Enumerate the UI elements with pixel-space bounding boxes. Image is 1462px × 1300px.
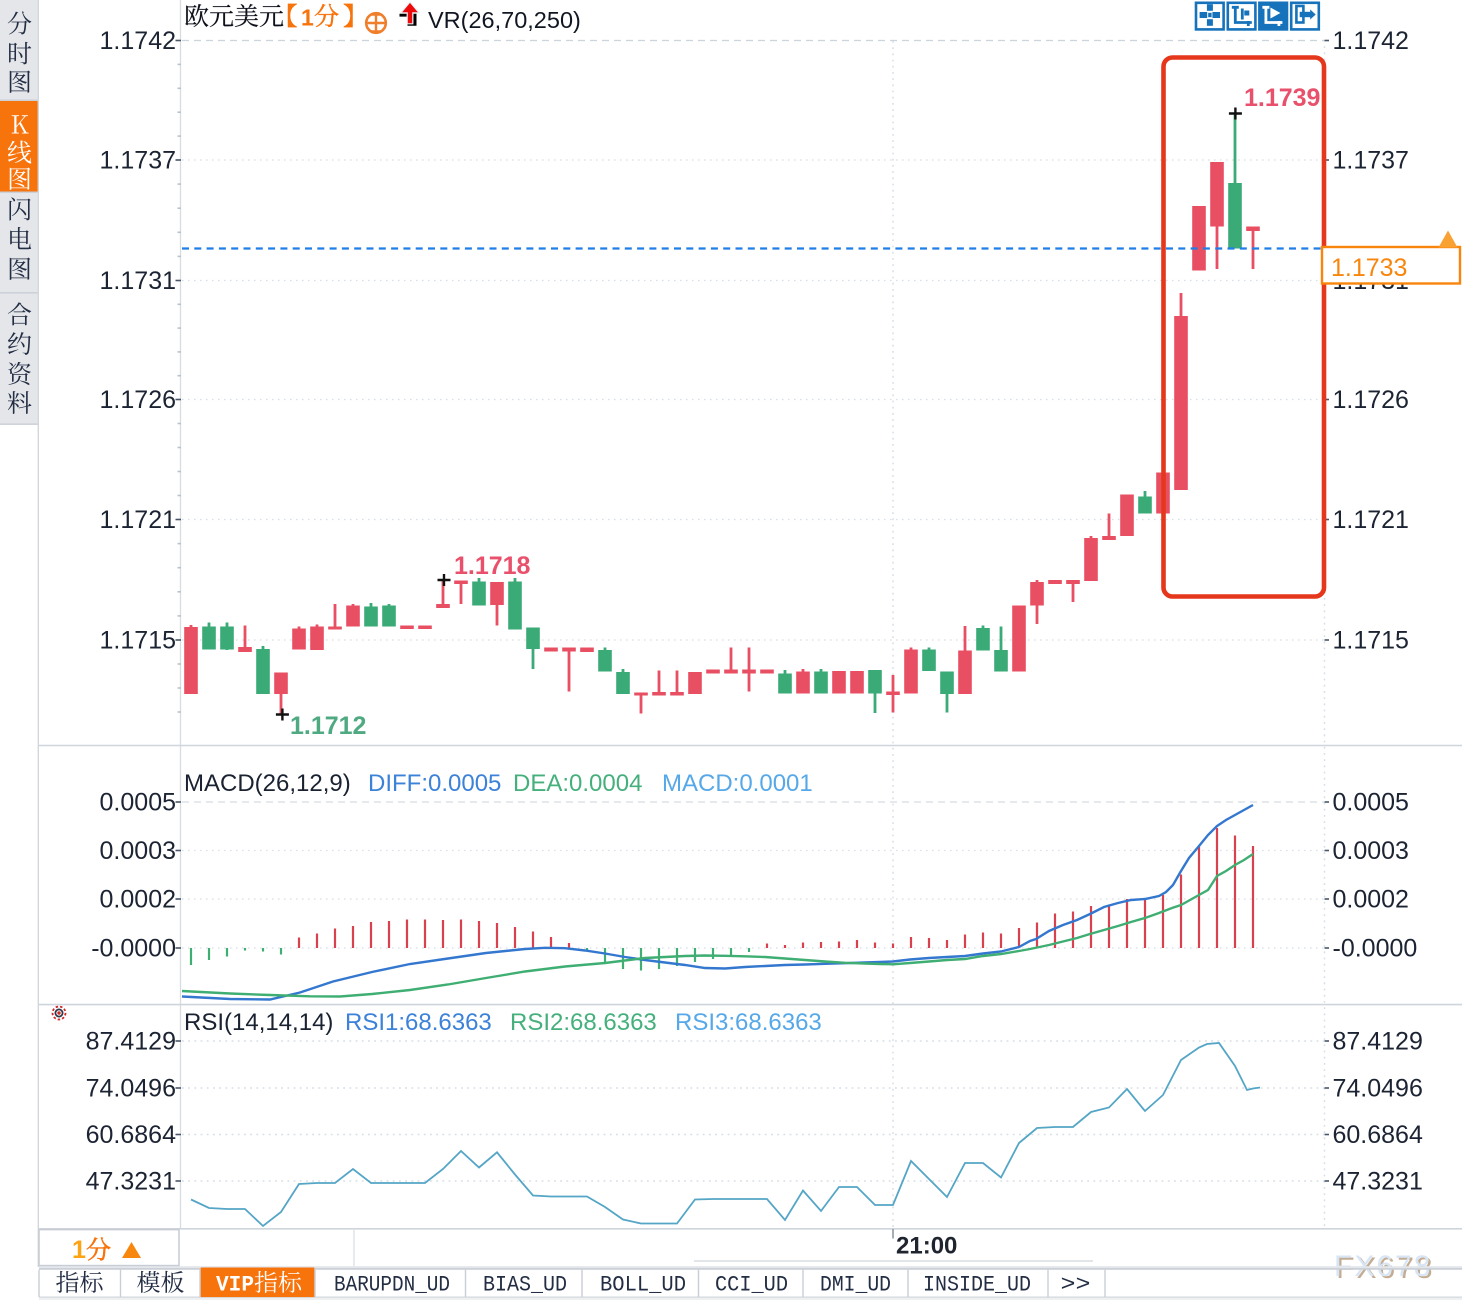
svg-text:>>: >> <box>1061 1273 1091 1298</box>
svg-text:1.1731: 1.1731 <box>100 267 176 295</box>
svg-text:47.3231: 47.3231 <box>86 1168 176 1196</box>
svg-text:0.0005: 0.0005 <box>100 789 176 817</box>
svg-text:RSI(14,14,14): RSI(14,14,14) <box>184 1009 333 1036</box>
svg-text:-0.0000: -0.0000 <box>1333 935 1418 963</box>
svg-text:BOLL_UD: BOLL_UD <box>600 1273 686 1298</box>
svg-text:1.1726: 1.1726 <box>100 386 176 414</box>
svg-text:1.1721: 1.1721 <box>100 506 176 534</box>
svg-text:1.1739: 1.1739 <box>1244 84 1320 112</box>
svg-text:1.1718: 1.1718 <box>454 552 531 580</box>
svg-text:60.6864: 60.6864 <box>1333 1121 1423 1149</box>
svg-text:1.1726: 1.1726 <box>1333 386 1409 414</box>
svg-text:RSI1:68.6363: RSI1:68.6363 <box>345 1009 492 1036</box>
svg-text:RSI2:68.6363: RSI2:68.6363 <box>510 1009 657 1036</box>
svg-text:1.1715: 1.1715 <box>1333 627 1409 655</box>
svg-text:MACD(26,12,9): MACD(26,12,9) <box>184 770 351 797</box>
svg-text:60.6864: 60.6864 <box>86 1121 176 1149</box>
svg-text:1.1733: 1.1733 <box>1331 254 1407 282</box>
svg-text:BIAS_UD: BIAS_UD <box>483 1273 567 1298</box>
svg-text:1.1737: 1.1737 <box>1333 147 1409 175</box>
svg-text:MACD:0.0001: MACD:0.0001 <box>662 770 813 797</box>
svg-text:1.1712: 1.1712 <box>290 712 366 740</box>
svg-text:1.1742: 1.1742 <box>1333 27 1409 55</box>
svg-text:87.4129: 87.4129 <box>86 1028 176 1056</box>
svg-text:1.1721: 1.1721 <box>1333 506 1409 534</box>
svg-text:1: 1 <box>301 5 314 31</box>
svg-text:CCI_UD: CCI_UD <box>715 1273 788 1298</box>
svg-text:0.0003: 0.0003 <box>100 837 176 865</box>
svg-text:DEA:0.0004: DEA:0.0004 <box>513 770 642 797</box>
svg-text:74.0496: 74.0496 <box>86 1075 176 1103</box>
svg-text:47.3231: 47.3231 <box>1333 1168 1423 1196</box>
svg-text:DIFF:0.0005: DIFF:0.0005 <box>368 770 501 797</box>
svg-text:87.4129: 87.4129 <box>1333 1028 1423 1056</box>
svg-text:1: 1 <box>72 1236 86 1264</box>
svg-text:0.0002: 0.0002 <box>1333 886 1409 914</box>
svg-text:DMI_UD: DMI_UD <box>820 1273 891 1298</box>
svg-text:INSIDE_UD: INSIDE_UD <box>923 1273 1031 1298</box>
svg-text:74.0496: 74.0496 <box>1333 1075 1423 1103</box>
svg-text:VR(26,70,250): VR(26,70,250) <box>428 7 581 33</box>
svg-text:1.1737: 1.1737 <box>100 147 176 175</box>
svg-text:0.0003: 0.0003 <box>1333 837 1409 865</box>
svg-text:0.0002: 0.0002 <box>100 886 176 914</box>
svg-text:1.1715: 1.1715 <box>100 627 176 655</box>
svg-text:RSI3:68.6363: RSI3:68.6363 <box>675 1009 822 1036</box>
svg-text:0.0005: 0.0005 <box>1333 789 1409 817</box>
svg-text:VIP: VIP <box>216 1273 254 1298</box>
svg-text:1.1742: 1.1742 <box>100 27 176 55</box>
svg-text:21:00: 21:00 <box>896 1233 957 1260</box>
svg-text:-0.0000: -0.0000 <box>91 935 176 963</box>
svg-text:BARUPDN_UD: BARUPDN_UD <box>334 1273 450 1298</box>
